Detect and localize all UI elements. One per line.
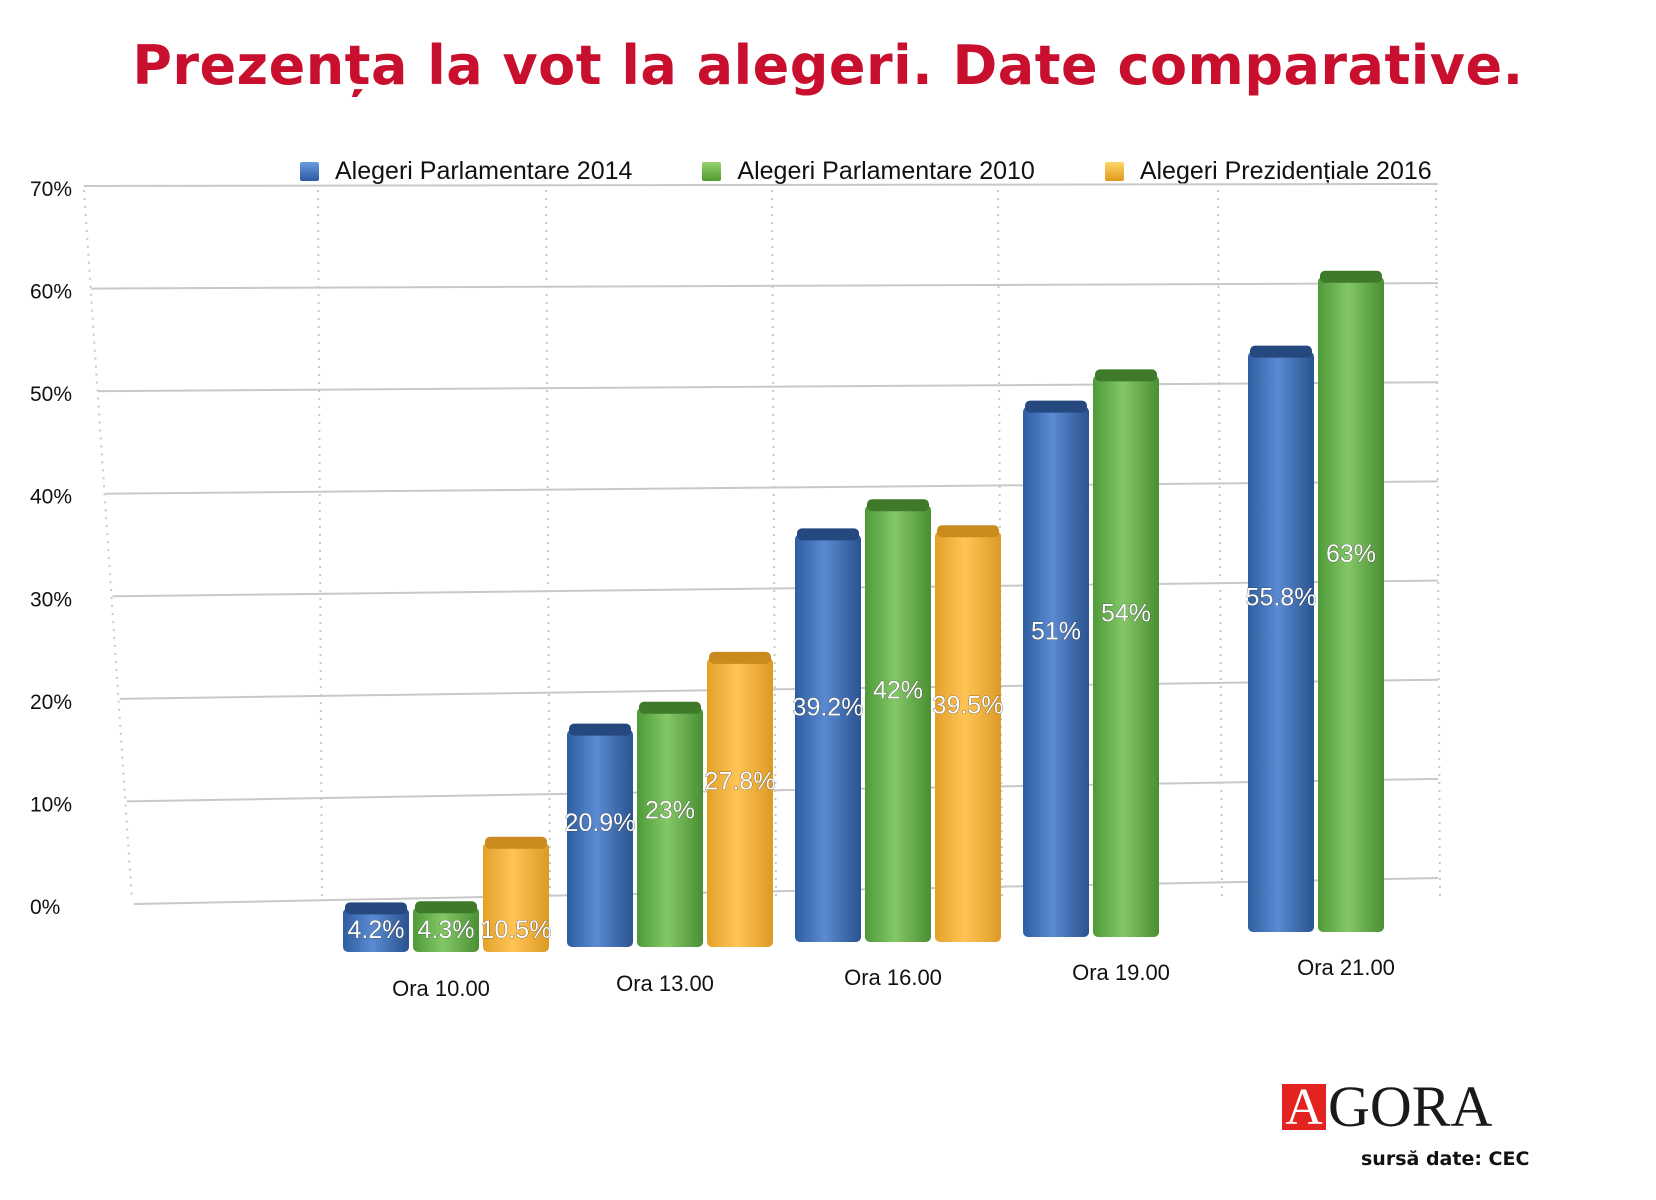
logo-initial: A [1282, 1082, 1326, 1134]
bar [567, 729, 633, 947]
legend-swatch-2010 [702, 162, 722, 181]
bar-top [1025, 400, 1087, 413]
source-note: sursă date: CEC [1361, 1148, 1530, 1170]
bar-top [867, 499, 929, 512]
gridline [133, 877, 1439, 905]
data-label: 4.2% [348, 916, 405, 944]
vertical-gridline [83, 189, 133, 901]
data-label: 39.5% [933, 692, 1004, 720]
data-label: 27.8% [705, 767, 776, 795]
x-tick-label: Ora 19.00 [1072, 960, 1170, 985]
legend-label-2010: Alegeri Parlamentare 2010 [737, 157, 1035, 185]
gridline [126, 777, 1439, 803]
bar [795, 534, 861, 942]
vertical-gridline [1435, 189, 1441, 901]
y-tick-label: 70% [30, 178, 72, 201]
bar-top [485, 836, 547, 849]
y-tick-label: 10% [30, 793, 72, 816]
bar-top [345, 902, 407, 915]
gridline [91, 282, 1439, 290]
bar-top [1250, 345, 1312, 358]
data-label: 4.3% [418, 916, 475, 944]
bar [1248, 351, 1314, 932]
bar [865, 505, 931, 942]
data-label: 20.9% [565, 809, 636, 837]
y-tick-label: 60% [30, 281, 72, 304]
bar [637, 707, 703, 947]
bar [343, 908, 409, 952]
x-tick-label: Ora 16.00 [844, 965, 942, 990]
legend-label-2016: Alegeri Prezidențiale 2016 [1139, 157, 1432, 185]
gridline [112, 579, 1439, 598]
data-label: 63% [1326, 540, 1376, 568]
logo-text: GORA [1328, 1074, 1493, 1139]
y-tick-label: 50% [30, 383, 72, 406]
legend: Alegeri Parlamentare 2014 Alegeri Parlam… [300, 157, 1432, 186]
x-tick-label: Ora 10.00 [392, 976, 490, 1001]
data-label: 39.2% [793, 694, 864, 722]
agora-logo: A GORA [1282, 1078, 1492, 1136]
vertical-gridline [1217, 189, 1223, 901]
data-label: 51% [1031, 617, 1081, 645]
data-label: 54% [1101, 599, 1151, 627]
bar [483, 842, 549, 952]
bar-top [797, 528, 859, 541]
y-tick-label: 30% [30, 588, 72, 611]
bar-top [569, 723, 631, 736]
data-label: 10.5% [481, 916, 552, 944]
bar [413, 907, 479, 952]
bar [1023, 406, 1089, 938]
legend-label-2014: Alegeri Parlamentare 2014 [335, 157, 633, 185]
vertical-gridline [317, 189, 323, 901]
legend-item-2010: Alegeri Parlamentare 2010 [702, 157, 1035, 186]
gridline [105, 480, 1439, 495]
bar-top [937, 525, 999, 538]
x-tick-label: Ora 21.00 [1297, 955, 1395, 980]
y-tick-label: 0% [30, 896, 60, 919]
bar-top [639, 701, 701, 714]
chart-title: Prezența la vot la alegeri. Date compara… [132, 34, 1524, 97]
bar [935, 531, 1001, 942]
gridline [98, 381, 1439, 393]
data-label: 42% [873, 677, 923, 705]
bar-top [709, 651, 771, 664]
y-tick-label: 40% [30, 486, 72, 509]
bar-top [415, 901, 477, 914]
legend-item-2014: Alegeri Parlamentare 2014 [300, 157, 632, 186]
gridline [119, 678, 1439, 700]
bar [1093, 375, 1159, 937]
bar-top [1095, 369, 1157, 382]
bar-top [1320, 270, 1382, 283]
bar [1318, 276, 1384, 932]
bar [707, 657, 773, 947]
legend-swatch-2014 [300, 162, 319, 181]
gridline [83, 183, 1439, 187]
data-label: 23% [645, 796, 695, 824]
x-tick-label: Ora 13.00 [616, 971, 714, 996]
legend-swatch-2016 [1104, 162, 1124, 181]
data-label: 55.8% [1246, 583, 1317, 611]
legend-item-2016: Alegeri Prezidențiale 2016 [1104, 157, 1432, 186]
y-tick-label: 20% [30, 691, 72, 714]
